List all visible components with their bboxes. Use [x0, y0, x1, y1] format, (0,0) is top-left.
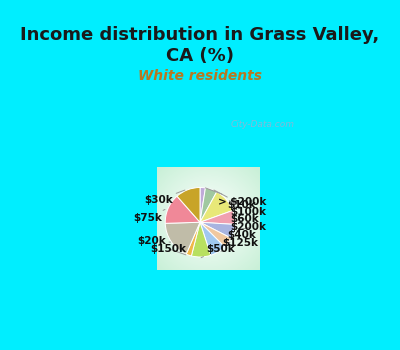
Wedge shape — [186, 222, 200, 256]
Wedge shape — [191, 222, 211, 257]
Text: $200k: $200k — [231, 222, 267, 232]
Text: > $200k: > $200k — [205, 188, 267, 207]
Text: $75k: $75k — [133, 209, 165, 223]
Text: $10k: $10k — [214, 190, 256, 210]
Text: White residents: White residents — [138, 69, 262, 83]
Text: $50k: $50k — [201, 244, 235, 258]
Text: $125k: $125k — [221, 238, 258, 251]
Wedge shape — [200, 188, 206, 222]
Text: $20k: $20k — [138, 236, 171, 246]
Wedge shape — [200, 188, 217, 222]
Text: Income distribution in Grass Valley,
CA (%): Income distribution in Grass Valley, CA … — [20, 27, 380, 65]
Wedge shape — [200, 222, 235, 238]
Text: $100k: $100k — [229, 201, 267, 217]
Wedge shape — [200, 210, 235, 224]
Wedge shape — [177, 188, 200, 222]
Text: City-Data.com: City-Data.com — [231, 120, 295, 129]
Wedge shape — [200, 222, 231, 247]
Wedge shape — [200, 222, 224, 255]
Text: $30k: $30k — [145, 190, 185, 205]
Wedge shape — [165, 222, 200, 254]
Wedge shape — [200, 192, 233, 222]
Text: $40k: $40k — [228, 230, 256, 243]
Wedge shape — [165, 196, 200, 223]
Text: $60k: $60k — [231, 214, 260, 224]
Text: $150k: $150k — [151, 244, 187, 255]
